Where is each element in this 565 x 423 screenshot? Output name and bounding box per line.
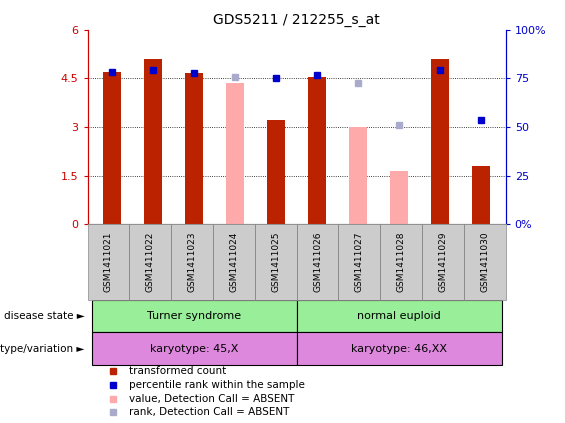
Bar [92, 332, 297, 365]
Text: percentile rank within the sample: percentile rank within the sample [129, 380, 305, 390]
Bar [297, 300, 502, 332]
Text: GSM1411023: GSM1411023 [188, 232, 197, 292]
Bar [349, 127, 367, 224]
Text: GSM1411024: GSM1411024 [229, 232, 238, 292]
Text: GSM1411030: GSM1411030 [480, 232, 489, 292]
Text: Turner syndrome: Turner syndrome [147, 311, 241, 321]
Title: GDS5211 / 212255_s_at: GDS5211 / 212255_s_at [213, 13, 380, 27]
Text: transformed count: transformed count [129, 366, 227, 376]
Bar [297, 332, 502, 365]
Text: GSM1411028: GSM1411028 [397, 232, 406, 292]
Text: normal euploid: normal euploid [357, 311, 441, 321]
Text: rank, Detection Call = ABSENT: rank, Detection Call = ABSENT [129, 407, 290, 417]
Text: GSM1411026: GSM1411026 [313, 232, 322, 292]
Text: value, Detection Call = ABSENT: value, Detection Call = ABSENT [129, 393, 295, 404]
Text: GSM1411021: GSM1411021 [104, 232, 113, 292]
Text: GSM1411022: GSM1411022 [146, 232, 155, 292]
Text: GSM1411029: GSM1411029 [438, 232, 447, 292]
Text: GSM1411027: GSM1411027 [355, 232, 364, 292]
Text: karyotype: 46,XX: karyotype: 46,XX [351, 343, 447, 354]
Bar [390, 171, 408, 224]
Text: GSM1411025: GSM1411025 [271, 232, 280, 292]
Bar [226, 83, 245, 224]
Bar [267, 121, 285, 224]
Bar [92, 300, 297, 332]
Bar [472, 166, 490, 224]
Text: genotype/variation ►: genotype/variation ► [0, 343, 85, 354]
Bar [103, 72, 121, 224]
Text: karyotype: 45,X: karyotype: 45,X [150, 343, 238, 354]
Bar [185, 74, 203, 224]
Bar [144, 59, 162, 224]
Text: disease state ►: disease state ► [4, 311, 85, 321]
Bar [431, 59, 449, 224]
Bar [308, 77, 327, 224]
